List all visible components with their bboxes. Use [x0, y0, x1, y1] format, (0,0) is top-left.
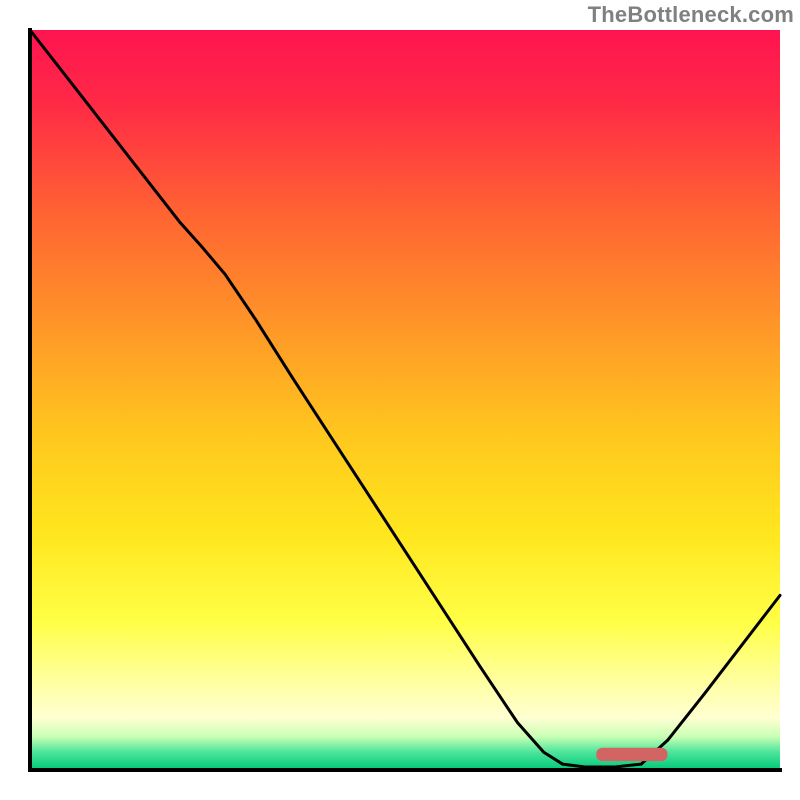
watermark-text: TheBottleneck.com [588, 2, 794, 28]
chart-background [30, 30, 780, 770]
optimal-marker [596, 748, 667, 761]
bottleneck-chart [0, 0, 800, 800]
chart-container: TheBottleneck.com [0, 0, 800, 800]
